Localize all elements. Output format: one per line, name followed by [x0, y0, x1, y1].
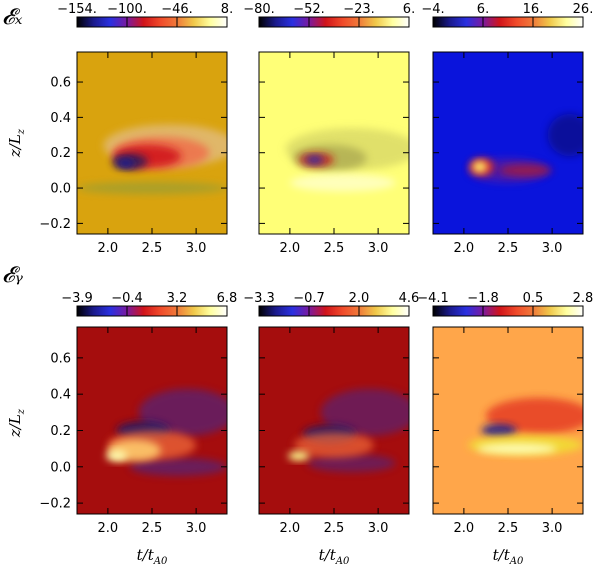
- contour-region: [547, 113, 583, 157]
- x-tick-label: 3.0: [542, 241, 563, 256]
- colorbar-tick-label: 6.8: [217, 291, 238, 306]
- colorbar-tick-label: 0.5: [523, 291, 544, 306]
- x-tick-label: 2.5: [142, 521, 163, 536]
- y-tick-label: −0.2: [39, 217, 71, 232]
- x-tick-label: 3.0: [186, 241, 207, 256]
- y-tick-label: 0.4: [50, 388, 71, 403]
- x-tick-label: 2.0: [98, 241, 119, 256]
- x-tick-label: 2.0: [98, 521, 119, 536]
- x-tick-label: 3.0: [186, 521, 207, 536]
- contour-region: [485, 397, 583, 435]
- contour-region: [289, 173, 396, 192]
- colorbar: [76, 305, 228, 317]
- colorbar-tick-label: 26.: [573, 2, 594, 17]
- colorbar-tick-label: −1.8: [467, 291, 499, 306]
- x-axis-title: t/tA0: [493, 546, 524, 567]
- colorbar-tick-label: −3.3: [243, 291, 275, 306]
- colorbar-tick-label: 2.0: [349, 291, 370, 306]
- panel-0-2: −4. 6. 16. 26. 2.0 2.5 3.0: [421, 2, 593, 256]
- y-axis-title: z/Lz: [6, 408, 27, 438]
- panel-0-1: −80. −52. −23. 6. 2.0 2.5 3.0: [243, 2, 415, 256]
- y-tick-label: 0.2: [50, 424, 71, 439]
- x-axis-title: t/tA0: [137, 546, 168, 567]
- colorbar-tick-label: −0.4: [111, 291, 143, 306]
- panel-1-2: −4.1 −1.8 0.5 2.8 2.0 2.5 3.0: [417, 291, 593, 536]
- x-tick-label: 2.0: [280, 241, 301, 256]
- x-tick-label: 2.0: [454, 521, 475, 536]
- colorbar-tick-label: −4.: [421, 2, 444, 17]
- contour-region: [499, 164, 553, 177]
- contour-region: [320, 388, 409, 436]
- colorbar: [432, 305, 584, 317]
- colorbar-tick-label: −23.: [343, 2, 375, 17]
- y-tick-label: 0.0: [50, 182, 71, 197]
- panel-1-0: −3.9 −0.4 3.2 6.8 2.0 2.5 3.0 0.6 0.4 0.2 0.0 −0.2: [39, 291, 237, 536]
- y-tick-label: −0.2: [39, 497, 71, 512]
- colorbar-tick-label: 6.: [403, 2, 415, 17]
- colorbar-tick-label: 3.2: [167, 291, 188, 306]
- y-tick-label: 0.2: [50, 146, 71, 161]
- colorbar-tick-label: 2.8: [573, 291, 594, 306]
- colorbar-tick-label: −0.7: [293, 291, 325, 306]
- colorbar-tick-label: 4.6: [399, 291, 420, 306]
- contour-region: [116, 158, 135, 168]
- contour-region: [77, 181, 227, 195]
- colorbar-tick-label: −52.: [293, 2, 325, 17]
- y-axis-title: z/Lz: [6, 128, 27, 158]
- contour-region: [481, 424, 517, 437]
- y-tick-label: 0.6: [50, 351, 71, 366]
- x-tick-label: 2.0: [280, 521, 301, 536]
- contour-region: [106, 450, 128, 462]
- x-tick-label: 3.0: [368, 521, 389, 536]
- x-tick-label: 2.5: [498, 241, 519, 256]
- y-tick-label: 0.6: [50, 76, 71, 91]
- colorbar: [258, 305, 410, 317]
- panel-0-0: −154. −100. −46. 8. 2.0 2.5 3.0 0.6 0.4 0.2 0.0 −0.…: [39, 2, 233, 256]
- x-tick-label: 2.5: [498, 521, 519, 536]
- x-tick-label: 3.0: [368, 241, 389, 256]
- colorbar: [258, 16, 410, 28]
- contour-region: [129, 457, 227, 476]
- colorbar-tick-label: −4.1: [417, 291, 449, 306]
- contour-region: [294, 432, 374, 458]
- x-tick-label: 2.5: [142, 241, 163, 256]
- contour-region: [305, 155, 324, 164]
- panel-1-1: −3.3 −0.7 2.0 4.6 2.0 2.5 3.0: [243, 291, 419, 536]
- colorbar-tick-label: −3.9: [61, 291, 93, 306]
- colorbar-tick-label: 8.: [221, 2, 233, 17]
- x-tick-label: 2.5: [324, 241, 345, 256]
- x-tick-label: 3.0: [542, 521, 563, 536]
- y-tick-label: 0.0: [50, 460, 71, 475]
- contour-region: [472, 161, 487, 173]
- colorbar-tick-label: −80.: [243, 2, 275, 17]
- colorbar-tick-label: −46.: [161, 2, 193, 17]
- x-axis-title: t/tA0: [319, 546, 350, 567]
- colorbar-tick-label: 6.: [477, 2, 489, 17]
- y-tick-label: 0.4: [50, 111, 71, 126]
- x-tick-label: 2.5: [324, 521, 345, 536]
- row-title-1: 𝓔ᵧ: [2, 263, 24, 288]
- colorbar-tick-label: −154.: [57, 2, 97, 17]
- contour-region: [307, 454, 396, 473]
- contour-region: [288, 451, 310, 461]
- colorbar: [76, 16, 228, 28]
- contour-region: [477, 443, 557, 455]
- colorbar-tick-label: −100.: [107, 2, 147, 17]
- colorbar: [432, 16, 584, 28]
- colorbar-tick-label: 16.: [523, 2, 544, 17]
- row-title-0: 𝓔ₓ: [2, 5, 23, 30]
- x-tick-label: 2.0: [454, 241, 475, 256]
